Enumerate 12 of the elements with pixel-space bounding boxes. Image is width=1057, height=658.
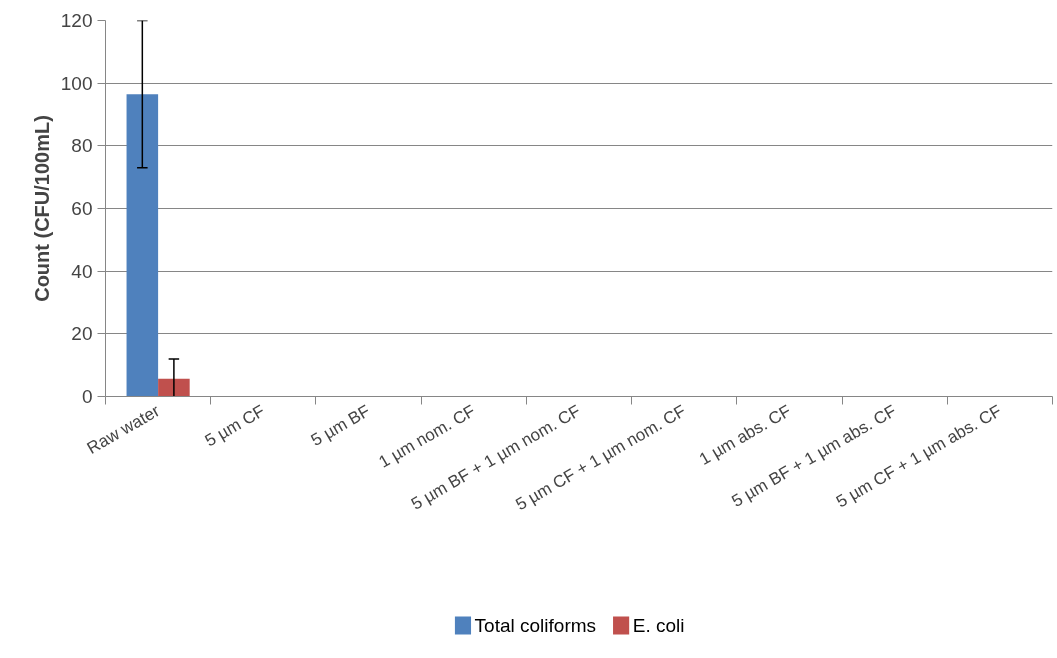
y-tick-label: 100 <box>60 72 93 94</box>
y-tick-label: 120 <box>60 10 93 31</box>
y-tick-label: 40 <box>71 260 93 282</box>
x-tick-label: 5 µm CF <box>201 401 269 451</box>
x-tick-label: 5 µm BF <box>307 401 374 451</box>
legend-label: Total coliforms <box>474 615 597 636</box>
y-axis-title: Count (CFU/100mL) <box>30 115 53 302</box>
y-tick-label: 60 <box>71 198 93 219</box>
y-tick-label: 20 <box>71 323 93 345</box>
legend-label: E. coli <box>632 615 685 636</box>
y-tick-label: 0 <box>81 386 93 407</box>
y-tick-label: 80 <box>71 135 93 157</box>
